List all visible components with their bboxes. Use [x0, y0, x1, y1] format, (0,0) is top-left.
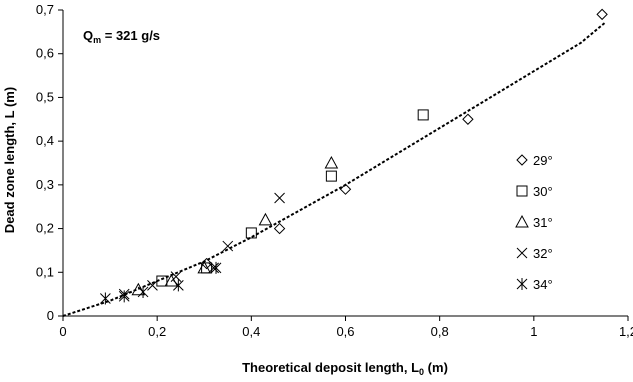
y-tick-label: 0,2 — [36, 221, 54, 236]
annotation-subscript: m — [93, 35, 101, 45]
y-tick-label: 0,1 — [36, 264, 54, 279]
data-point-diamond — [339, 183, 352, 195]
trend-line — [62, 22, 606, 317]
data-point-x — [274, 192, 285, 204]
legend-marker-square — [516, 185, 528, 197]
x-tick-label: 0,2 — [148, 324, 166, 339]
x-axis-title-subscript: 0 — [419, 367, 424, 377]
legend-marker-diamond — [516, 154, 528, 166]
x-tick-label: 0 — [59, 324, 66, 339]
y-tick-label: 0,6 — [36, 46, 54, 61]
data-point-x — [222, 240, 234, 252]
y-tick-label: 0,4 — [36, 133, 54, 148]
data-point-x — [208, 262, 220, 274]
x-axis-title: Theoretical deposit length, L0 (m) — [242, 360, 448, 377]
flow-rate-annotation: Qm = 321 g/s — [83, 28, 160, 45]
x-tick-label: 0,4 — [242, 324, 260, 339]
x-tick-label: 1 — [530, 324, 537, 339]
data-point-triangle — [131, 282, 146, 296]
data-point-asterisk — [173, 279, 184, 292]
data-point-asterisk — [118, 290, 130, 303]
data-point-x — [170, 271, 182, 283]
data-point-diamond — [273, 222, 286, 235]
data-point-diamond — [200, 257, 213, 270]
legend-label: 32° — [533, 246, 553, 261]
legend-marker-asterisk — [516, 278, 528, 290]
annotation-suffix: = 321 g/s — [101, 28, 160, 43]
data-point-diamond — [462, 113, 474, 125]
markers — [100, 8, 608, 305]
x-axis-title-suffix: (m) — [424, 360, 448, 375]
legend-marker-x — [516, 247, 528, 259]
data-point-asterisk — [210, 261, 222, 274]
legend-label: 34° — [533, 277, 553, 292]
data-point-square — [245, 227, 257, 239]
y-tick-label: 0,7 — [36, 2, 54, 17]
legend: 29° 30° 31° 32° 34° — [515, 153, 553, 292]
data-point-triangle — [164, 273, 179, 287]
data-point-diamond — [596, 8, 608, 21]
data-point-triangle — [258, 212, 273, 226]
legend-marker-triangle — [515, 214, 529, 228]
data-point-asterisk — [100, 292, 111, 305]
data-point-square — [417, 109, 429, 121]
data-point-triangle — [197, 260, 212, 274]
x-axis-title-main: Theoretical deposit length, L — [242, 360, 419, 375]
legend-label: 31° — [533, 215, 553, 230]
y-tick-label: 0,5 — [36, 89, 54, 104]
x-tick-label: 0,6 — [336, 324, 354, 339]
annotation-prefix: Q — [83, 28, 93, 43]
legend-label: 30° — [533, 184, 553, 199]
data-point-square — [325, 170, 337, 182]
x-tick-label: 0,8 — [431, 324, 449, 339]
data-point-triangle — [324, 155, 339, 169]
y-axis-title: Dead zone length, L (m) — [2, 87, 17, 233]
tick-labels: 0 0,1 0,2 0,3 0,4 0,5 0,6 0,7 0 0,2 0,4 0,6 0,8 1 1,2 — [36, 2, 633, 339]
x-tick-label: 1,2 — [619, 324, 633, 339]
data-point-x — [147, 280, 158, 291]
y-tick-label: 0 — [47, 308, 54, 323]
y-tick-label: 0,3 — [36, 177, 54, 192]
data-point-asterisk — [137, 285, 149, 298]
legend-label: 29° — [533, 153, 553, 168]
